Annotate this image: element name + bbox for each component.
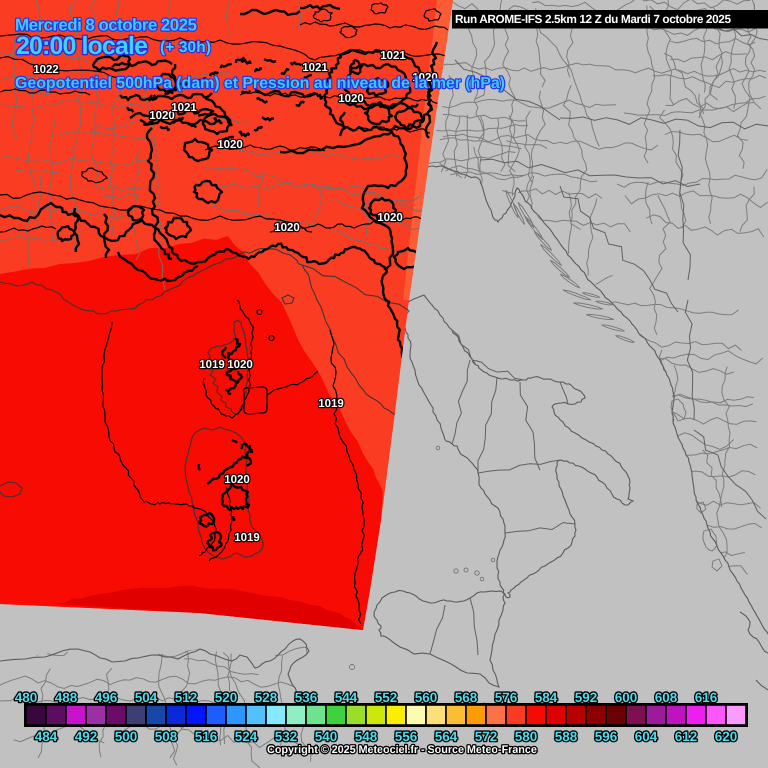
svg-text:Mercredi 8 octobre 2025: Mercredi 8 octobre 2025 xyxy=(15,16,197,35)
svg-text:532: 532 xyxy=(275,729,298,744)
svg-text:1020: 1020 xyxy=(227,359,253,371)
svg-text:540: 540 xyxy=(315,729,338,744)
svg-text:620: 620 xyxy=(715,729,738,744)
svg-text:572: 572 xyxy=(475,729,498,744)
svg-text:520: 520 xyxy=(215,690,238,705)
svg-text:1020: 1020 xyxy=(217,139,243,151)
svg-text:556: 556 xyxy=(395,729,418,744)
svg-text:488: 488 xyxy=(55,690,78,705)
svg-text:524: 524 xyxy=(235,729,258,744)
svg-text:604: 604 xyxy=(635,729,658,744)
svg-text:1020: 1020 xyxy=(412,72,438,84)
svg-text:496: 496 xyxy=(95,690,118,705)
svg-text:552: 552 xyxy=(375,690,398,705)
svg-text:1021: 1021 xyxy=(171,102,197,114)
svg-text:584: 584 xyxy=(535,690,558,705)
svg-text:1020: 1020 xyxy=(338,93,364,105)
svg-text:492: 492 xyxy=(75,729,98,744)
svg-text:576: 576 xyxy=(495,690,518,705)
svg-text:20:00 locale: 20:00 locale xyxy=(16,32,148,60)
svg-text:568: 568 xyxy=(455,690,478,705)
svg-text:1021: 1021 xyxy=(380,50,406,62)
svg-text:Run AROME-IFS 2.5km 12 Z du Ma: Run AROME-IFS 2.5km 12 Z du Mardi 7 octo… xyxy=(455,12,731,26)
svg-text:508: 508 xyxy=(155,729,178,744)
svg-text:528: 528 xyxy=(255,690,278,705)
svg-text:612: 612 xyxy=(675,729,698,744)
svg-text:1019: 1019 xyxy=(234,532,260,544)
svg-text:600: 600 xyxy=(615,690,638,705)
svg-text:616: 616 xyxy=(695,690,718,705)
svg-text:1019: 1019 xyxy=(318,398,344,410)
svg-text:(+ 30h): (+ 30h) xyxy=(160,39,211,56)
svg-text:608: 608 xyxy=(655,690,678,705)
svg-text:1020: 1020 xyxy=(274,222,300,234)
svg-text:1019: 1019 xyxy=(199,359,225,371)
svg-text:596: 596 xyxy=(595,729,618,744)
svg-text:1020: 1020 xyxy=(377,212,403,224)
svg-text:504: 504 xyxy=(135,690,158,705)
svg-text:544: 544 xyxy=(335,690,358,705)
svg-text:536: 536 xyxy=(295,690,318,705)
svg-text:588: 588 xyxy=(555,729,578,744)
svg-text:564: 564 xyxy=(435,729,458,744)
svg-text:Copyright © 2025 Meteociel.fr: Copyright © 2025 Meteociel.fr - Source M… xyxy=(267,744,537,756)
svg-text:1020: 1020 xyxy=(149,110,175,122)
svg-text:560: 560 xyxy=(415,690,438,705)
svg-text:500: 500 xyxy=(115,729,138,744)
svg-text:Geopotentiel 500hPa (dam) et P: Geopotentiel 500hPa (dam) et Pression au… xyxy=(15,75,505,92)
svg-text:1022: 1022 xyxy=(33,64,59,76)
svg-text:592: 592 xyxy=(575,690,598,705)
svg-text:516: 516 xyxy=(195,729,218,744)
svg-text:1021: 1021 xyxy=(302,62,328,74)
svg-text:484: 484 xyxy=(35,729,58,744)
svg-text:1020: 1020 xyxy=(224,474,250,486)
svg-text:548: 548 xyxy=(355,729,378,744)
svg-text:480: 480 xyxy=(15,690,38,705)
svg-text:580: 580 xyxy=(515,729,538,744)
svg-text:512: 512 xyxy=(175,690,198,705)
